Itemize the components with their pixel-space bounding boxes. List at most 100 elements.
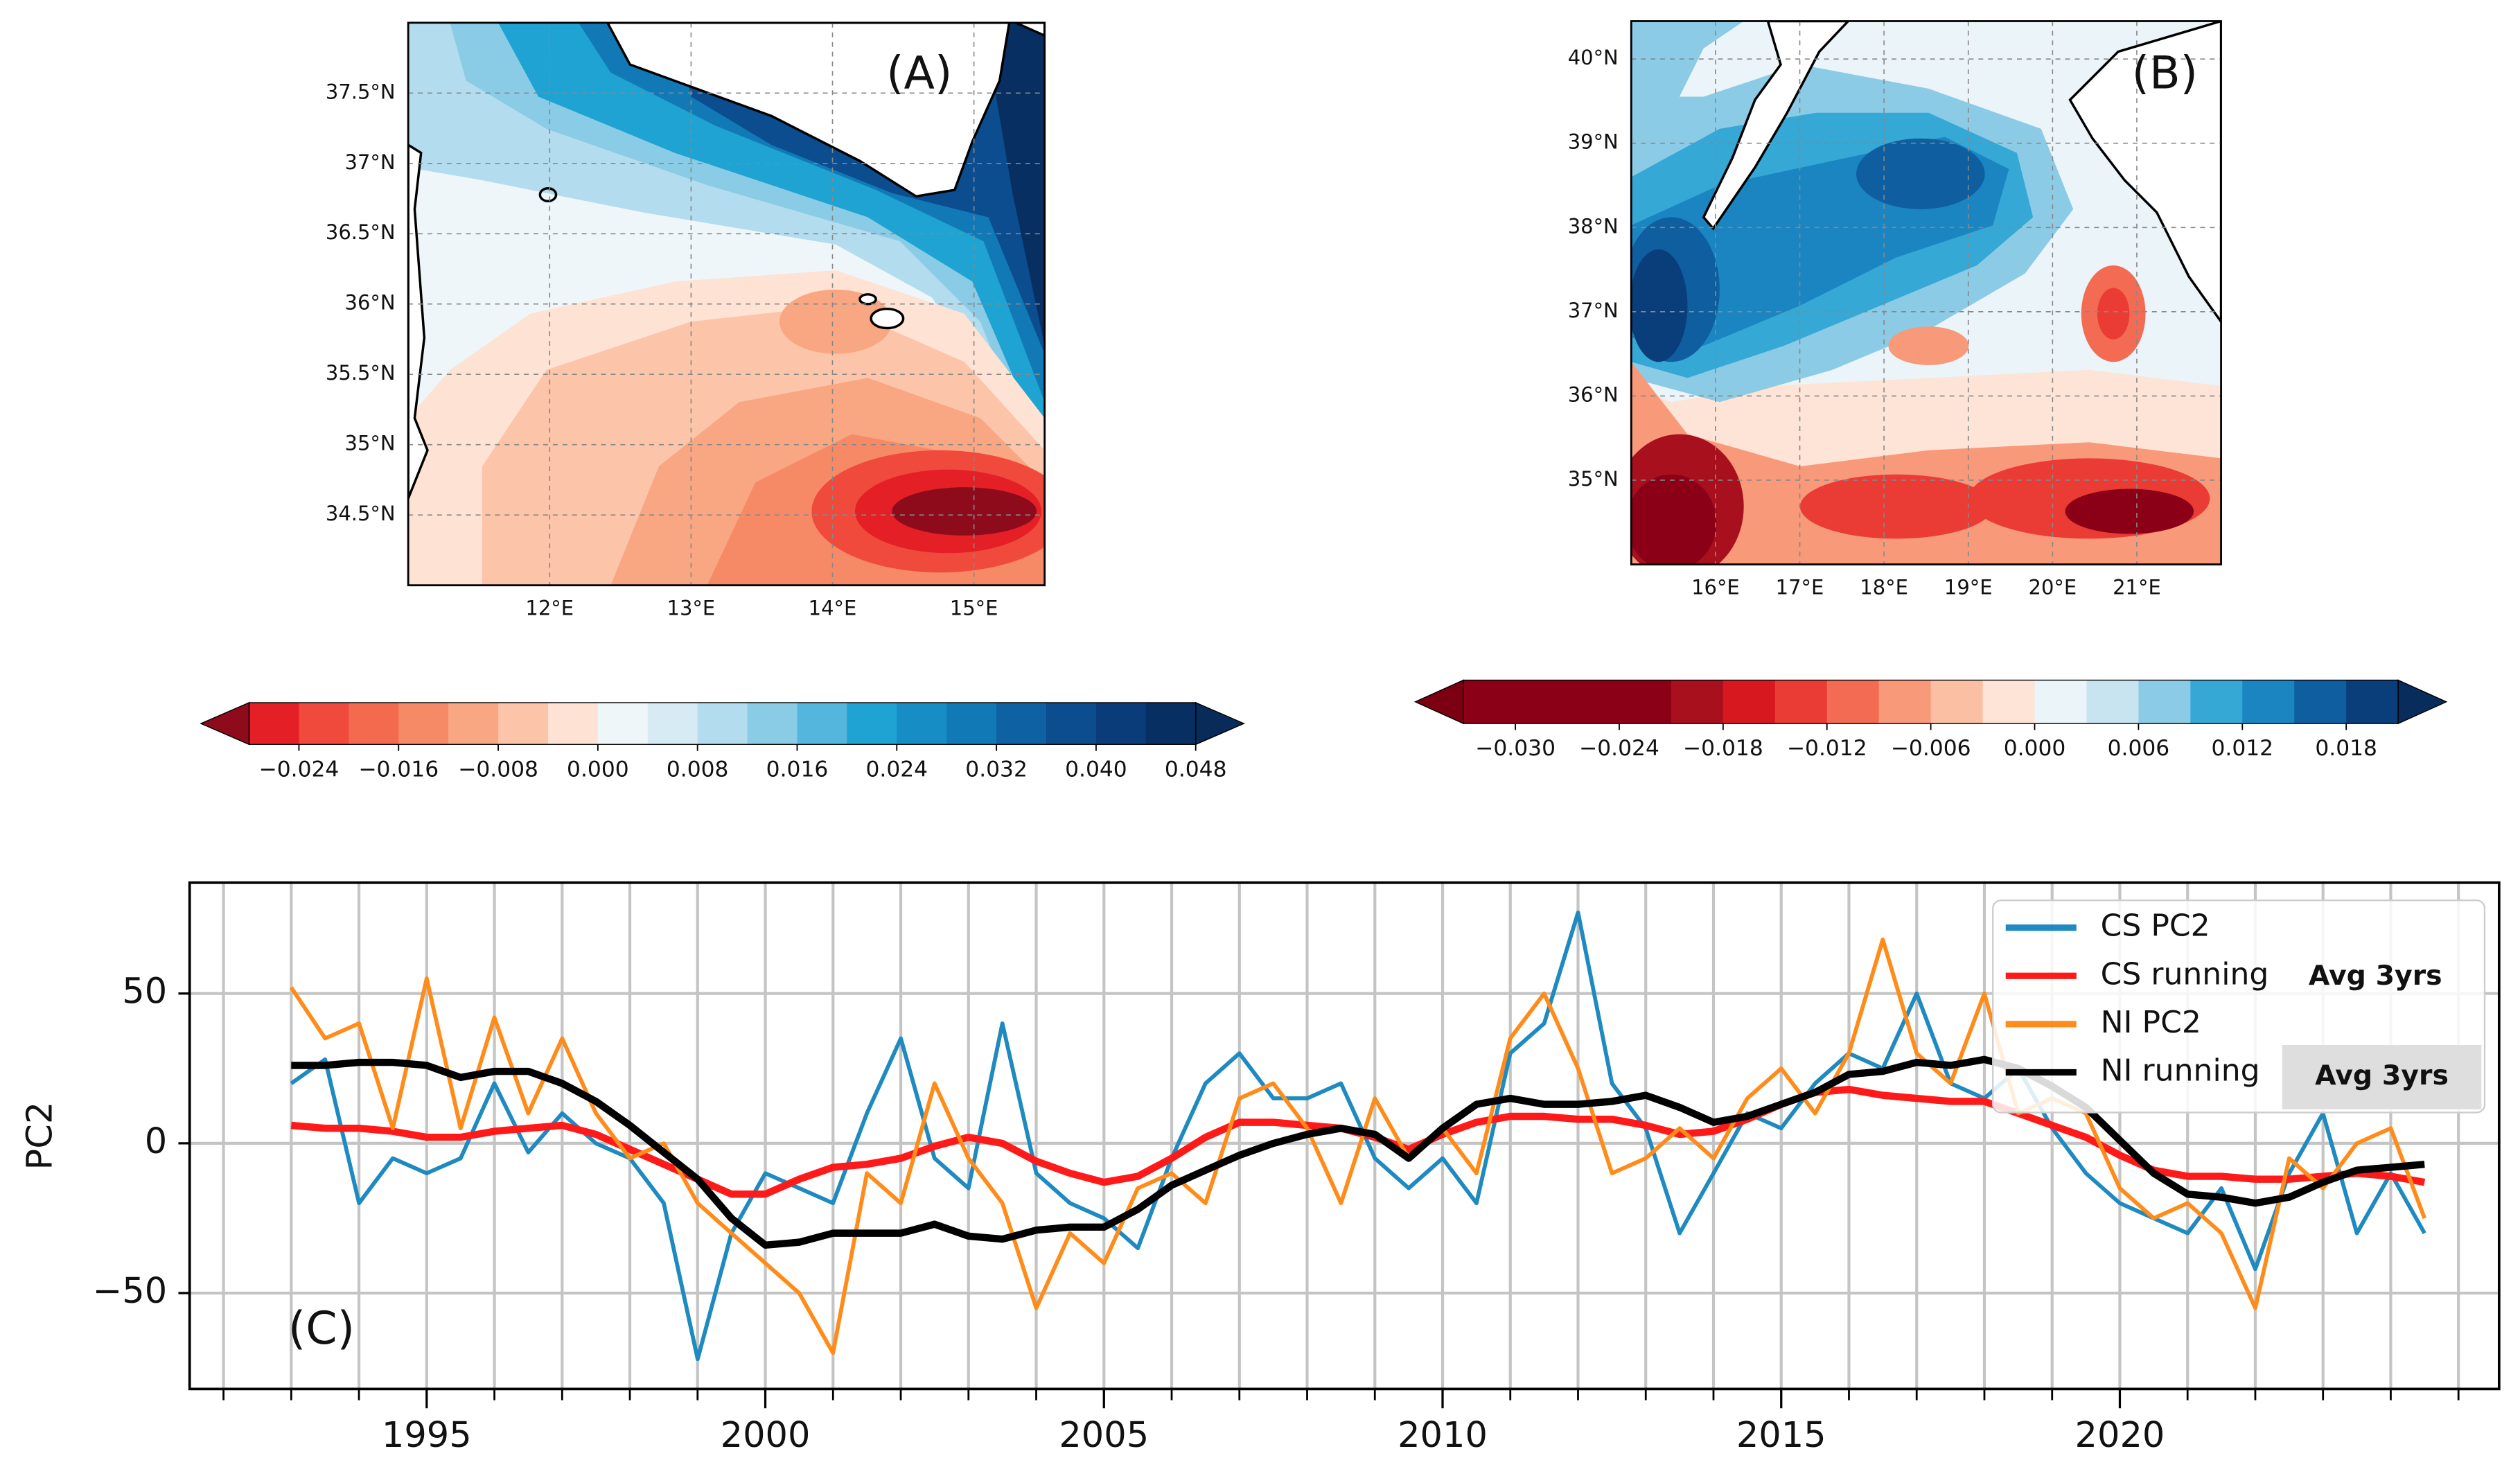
colorbar-bin	[498, 702, 549, 745]
x-tick-label: 1995	[382, 1415, 472, 1456]
legend-label: NI PC2	[2101, 1005, 2201, 1040]
colorbar-bin	[448, 702, 499, 745]
x-tick-label: 14°E	[809, 596, 857, 620]
x-tick-label: 20°E	[2029, 575, 2077, 599]
colorbar-bin	[1145, 702, 1197, 745]
colorbar-tick-label: 0.024	[865, 757, 928, 782]
map-frame	[407, 21, 1046, 587]
colorbar-under	[200, 701, 250, 746]
colorbar-bin	[647, 702, 698, 745]
y-tick-label: 40°N	[1568, 46, 1619, 69]
x-tick-label: 13°E	[667, 596, 716, 620]
colorbar-frame	[248, 702, 1197, 745]
y-tick-label: 36.5°N	[326, 220, 396, 244]
y-tick-label: 38°N	[1568, 214, 1619, 238]
y-tick-label: 50	[122, 972, 167, 1012]
colorbar-tick-label: 0.040	[1065, 757, 1127, 782]
colorbar-bin	[2086, 680, 2140, 724]
legend-label: CS PC2	[2101, 908, 2210, 944]
x-tick-label: 2010	[1398, 1415, 1488, 1456]
colorbar-bin	[249, 702, 300, 745]
colorbar-bin	[398, 702, 450, 745]
x-tick-label: 19°E	[1944, 575, 1993, 599]
legend-label: NI running	[2101, 1053, 2260, 1088]
colorbar-tick-label: 0.000	[2004, 736, 2066, 761]
y-tick-label: 36°N	[1568, 383, 1619, 406]
colorbar-bin	[996, 702, 1047, 745]
colorbar-bin	[2294, 680, 2347, 724]
colorbar-tick-label: 0.006	[2108, 736, 2170, 761]
colorbar-bin	[1826, 680, 1880, 724]
colorbar-bin	[2034, 680, 2088, 724]
y-tick-label: 35°N	[345, 432, 396, 455]
colorbar-tick-label: −0.018	[1683, 736, 1763, 761]
colorbar-bin	[2242, 680, 2296, 724]
colorbar-bin	[1982, 680, 2036, 724]
colorbar-bin	[1463, 680, 1516, 724]
colorbar-bin	[697, 702, 748, 745]
y-tick-label: 35.5°N	[326, 361, 396, 385]
colorbar-tick-label: 0.032	[965, 757, 1028, 782]
colorbar-bin	[299, 702, 350, 745]
x-tick-label: 16°E	[1691, 575, 1740, 599]
map-b-field	[1631, 21, 2221, 565]
colorbar-over	[2397, 679, 2448, 725]
x-tick-label: 2005	[1059, 1415, 1149, 1456]
annotation: Avg 3yrs	[2309, 960, 2442, 992]
colorbar-tick-label: −0.006	[1891, 736, 1971, 761]
colorbar-tick-label: 0.018	[2315, 736, 2377, 761]
colorbar-bin	[1619, 680, 1672, 724]
y-axis-label: PC2	[19, 1102, 60, 1170]
legend-label: CS running	[2101, 956, 2269, 992]
x-tick-label: 21°E	[2113, 575, 2161, 599]
panel-label: (A)	[886, 47, 952, 99]
map-frame	[1630, 20, 2222, 565]
series-line	[290, 910, 2426, 1362]
colorbar-bin	[2346, 680, 2399, 724]
colorbar-bin	[547, 702, 599, 745]
annotation-box	[2282, 1045, 2482, 1109]
colorbar-bin	[2138, 680, 2192, 724]
colorbar-tick-label: 0.008	[667, 757, 729, 782]
y-tick-label: −50	[93, 1271, 168, 1312]
colorbar-tick-label: −0.016	[358, 757, 439, 782]
panel-label: (B)	[2132, 47, 2198, 99]
colorbar-bin	[1930, 680, 1984, 724]
colorbar-under	[1413, 679, 1464, 725]
colorbar-bin	[797, 702, 848, 745]
colorbar-bin	[1095, 702, 1147, 745]
x-tick-label: 2000	[721, 1415, 811, 1456]
y-tick-label: 35°N	[1568, 467, 1619, 491]
colorbar-tick-label: −0.012	[1787, 736, 1867, 761]
x-tick-label: 2020	[2075, 1415, 2165, 1456]
colorbar-tick-label: −0.024	[259, 757, 340, 782]
colorbar-tick-label: −0.030	[1475, 736, 1556, 761]
annotation: Avg 3yrs	[2315, 1060, 2449, 1091]
colorbar-bin	[1722, 680, 1776, 724]
y-tick-label: 36°N	[345, 291, 396, 315]
y-tick-label: 0	[145, 1121, 167, 1162]
colorbar-bin	[946, 702, 998, 745]
colorbar-bin	[349, 702, 400, 745]
x-tick-label: 12°E	[525, 596, 574, 620]
colorbar-bin	[1774, 680, 1828, 724]
colorbar-bin	[1671, 680, 1724, 724]
y-tick-label: 37°N	[1568, 299, 1619, 322]
colorbar-bin	[1046, 702, 1097, 745]
annotation: (C)	[288, 1303, 355, 1355]
colorbar-bin	[747, 702, 798, 745]
colorbar-tick-label: 0.012	[2211, 736, 2273, 761]
colorbar-bin	[847, 702, 898, 745]
colorbar-over	[1195, 701, 1246, 746]
plot-frame	[188, 881, 2501, 1391]
colorbar-bin	[1567, 680, 1620, 724]
colorbar-tick-label: −0.008	[458, 757, 538, 782]
y-tick-label: 39°N	[1568, 130, 1619, 154]
colorbar-bin	[597, 702, 649, 745]
colorbar-bin	[897, 702, 948, 745]
colorbar-tick-label: 0.000	[567, 757, 629, 782]
colorbar-bin	[1515, 680, 1568, 724]
y-tick-label: 34.5°N	[326, 502, 396, 525]
